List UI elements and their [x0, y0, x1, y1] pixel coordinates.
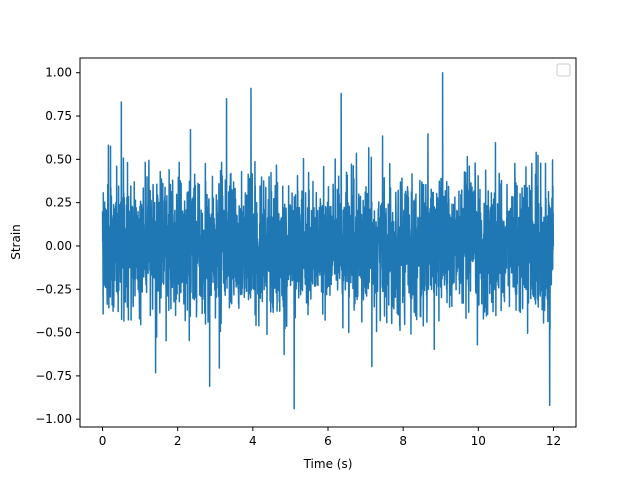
legend-box — [556, 63, 571, 77]
y-tick-label: 0.25 — [45, 196, 72, 210]
x-tick-label: 8 — [399, 434, 407, 448]
x-tick-label: 4 — [249, 434, 257, 448]
y-tick-label: −0.50 — [35, 326, 72, 340]
plot-frame — [79, 57, 577, 428]
x-tick-label: 10 — [471, 434, 486, 448]
x-tick-label: 12 — [546, 434, 561, 448]
y-tick-label: 0.50 — [45, 152, 72, 166]
strain-series-line — [101, 71, 555, 410]
x-tick-label: 2 — [174, 434, 182, 448]
y-tick-label: −0.25 — [35, 282, 72, 296]
x-tick-label: 6 — [324, 434, 332, 448]
series-layer — [101, 71, 555, 410]
y-tick-label: −1.00 — [35, 412, 72, 426]
y-tick-label: 0.75 — [45, 109, 72, 123]
y-axis-label: Strain — [9, 224, 23, 260]
y-axis-ticks: −1.00 −0.75 −0.50 −0.25 0.00 0.25 0.50 0.75 1.00 — [35, 66, 80, 426]
x-tick-label: 0 — [99, 434, 107, 448]
y-tick-label: 0.00 — [45, 239, 72, 253]
x-axis-label: Time (s) — [303, 457, 353, 471]
x-axis-ticks: 0 2 4 6 8 10 12 — [99, 427, 561, 448]
y-tick-label: −0.75 — [35, 369, 72, 383]
y-tick-label: 1.00 — [45, 66, 72, 80]
